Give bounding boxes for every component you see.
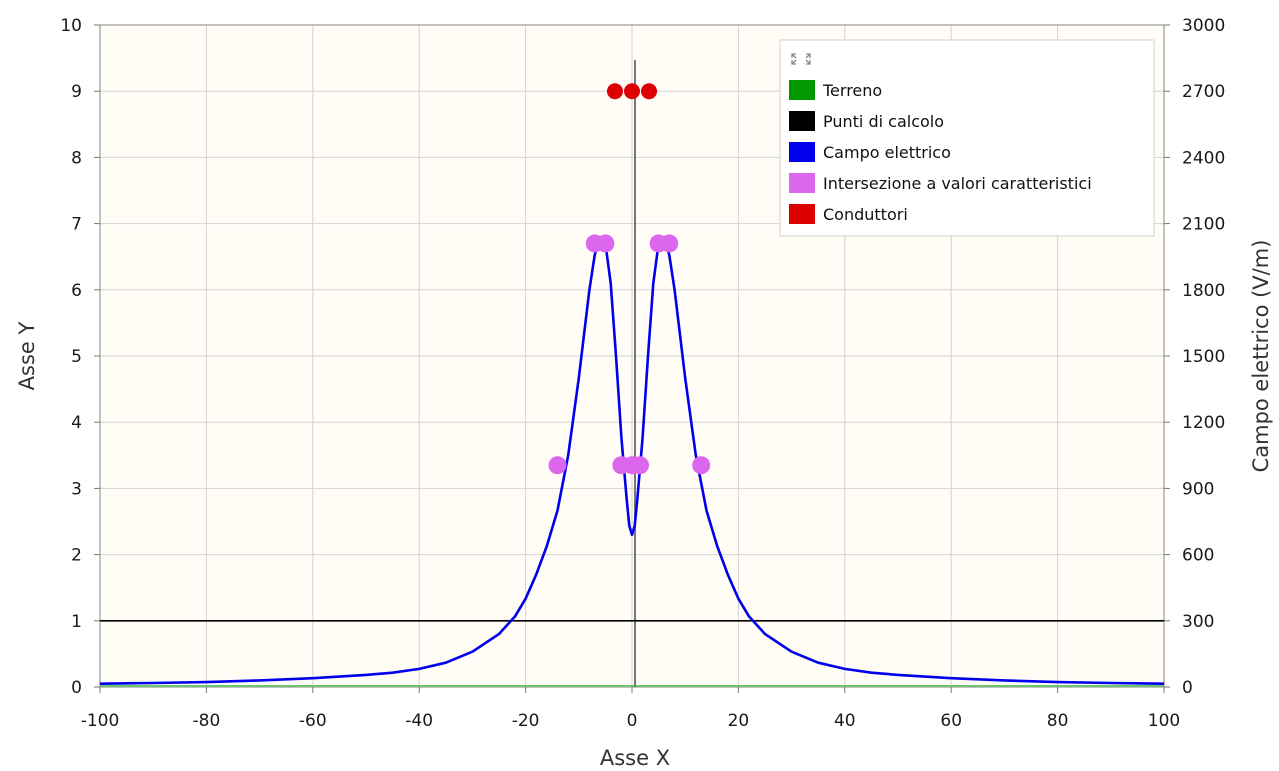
conductor-point (624, 83, 640, 100)
y2-tick-label: 900 (1182, 479, 1214, 499)
y-tick-label: 5 (71, 347, 82, 367)
y2-tick-label: 600 (1182, 546, 1214, 566)
x-tick-label: -40 (405, 711, 433, 731)
x-tick-label: -60 (299, 711, 327, 731)
x-tick-label: 20 (728, 711, 750, 731)
x-axis-title: Asse X (600, 746, 670, 770)
legend-swatch (789, 142, 815, 162)
legend-item-intersezione[interactable]: Intersezione a valori caratteristici (789, 173, 1092, 193)
legend: Terreno Punti di calcolo Campo elettrico In… (779, 39, 1155, 237)
y-tick-label: 7 (71, 215, 82, 235)
y2-tick-label: 300 (1182, 612, 1214, 632)
x-tick-label: -100 (81, 711, 120, 731)
legend-swatch (789, 111, 815, 131)
electric-field-line (99, 237, 1165, 685)
legend-swatch (789, 80, 815, 100)
legend-label: Terreno (822, 81, 882, 100)
legend-item-conduttori[interactable]: Conduttori (789, 204, 908, 224)
y-tick-label: 9 (71, 82, 82, 102)
intersection-point (692, 456, 711, 475)
legend-box (779, 39, 1155, 237)
expand-icon[interactable] (791, 53, 811, 65)
y2-tick-label: 1200 (1182, 413, 1225, 433)
x-tick-label: 100 (1148, 711, 1180, 731)
y2-ticks: 0 300 600 900 1200 1500 1800 2100 2400 2700 3000 (1164, 16, 1225, 698)
conductor-point (606, 83, 623, 100)
y2-tick-label: 2700 (1182, 82, 1225, 102)
x-tick-label: 80 (1047, 711, 1069, 731)
legend-item-campo-elettrico[interactable]: Campo elettrico (789, 142, 951, 162)
y-tick-label: 6 (71, 281, 82, 301)
x-tick-label: -20 (512, 711, 540, 731)
legend-label: Punti di calcolo (823, 112, 944, 131)
series-layer (99, 83, 1165, 685)
y2-tick-label: 1800 (1182, 281, 1225, 301)
y2-tick-label: 2400 (1182, 148, 1225, 168)
legend-label: Campo elettrico (823, 143, 951, 162)
intersection-point (596, 234, 615, 253)
y-tick-label: 1 (71, 612, 82, 632)
y-tick-label: 3 (71, 479, 82, 499)
y-tick-label: 4 (71, 413, 82, 433)
legend-item-punti-di-calcolo[interactable]: Punti di calcolo (789, 111, 944, 131)
y-tick-label: 8 (71, 148, 82, 168)
x-ticks: -100 -80 -60 -40 -20 0 20 40 60 80 100 (81, 687, 1180, 731)
x-tick-label: 60 (940, 711, 962, 731)
conductor-point (641, 83, 658, 100)
x-tick-label: -80 (193, 711, 221, 731)
intersection-point (660, 234, 679, 253)
intersection-point (548, 456, 567, 475)
x-tick-label: 40 (834, 711, 856, 731)
y2-axis-title: Campo elettrico (V/m) (1249, 240, 1273, 473)
legend-swatch (789, 173, 815, 193)
x-tick-label: 0 (627, 711, 638, 731)
intersection-point (630, 456, 649, 475)
legend-label: Intersezione a valori caratteristici (823, 174, 1092, 193)
y-ticks: 0 1 2 3 4 5 6 7 8 9 10 (60, 16, 100, 698)
y2-tick-label: 3000 (1182, 16, 1225, 36)
y-axis-title: Asse Y (15, 321, 39, 390)
y2-tick-label: 0 (1182, 678, 1193, 698)
legend-item-terreno[interactable]: Terreno (789, 80, 882, 100)
legend-swatch (789, 204, 815, 224)
y-tick-label: 0 (71, 678, 82, 698)
y2-tick-label: 1500 (1182, 347, 1225, 367)
y-tick-label: 2 (71, 546, 82, 566)
legend-label: Conduttori (823, 205, 908, 224)
y-tick-label: 10 (60, 16, 82, 36)
y2-tick-label: 2100 (1182, 215, 1225, 235)
